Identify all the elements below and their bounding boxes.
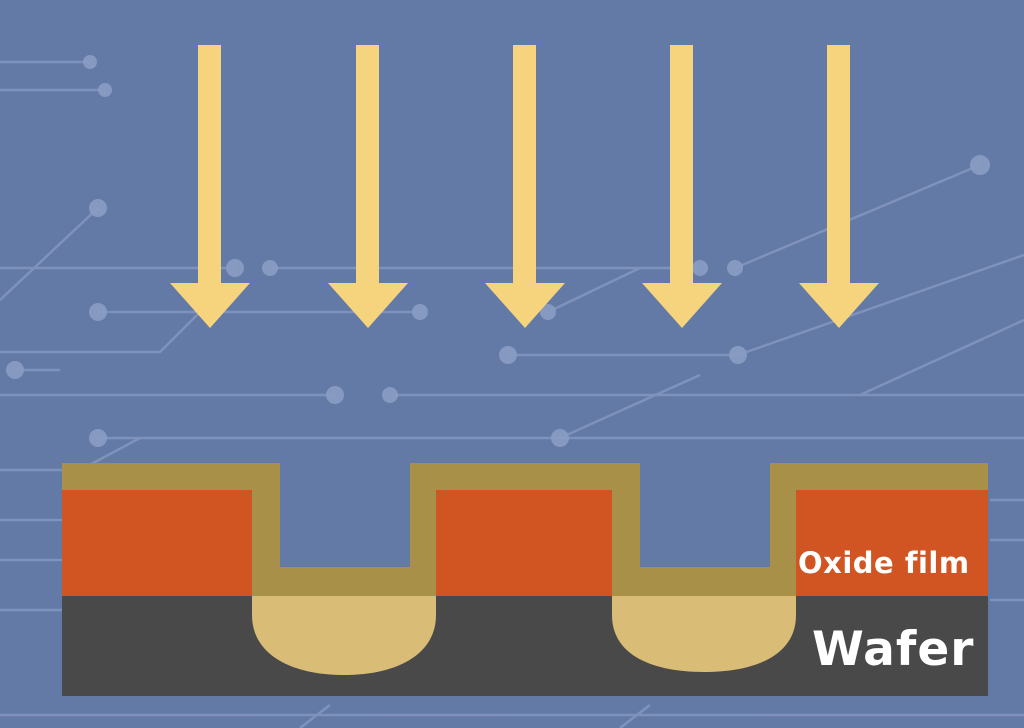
down-arrow-icon xyxy=(642,45,722,328)
circuit-nodes xyxy=(6,55,990,447)
doped-regions xyxy=(252,596,796,675)
circuit-background xyxy=(0,60,1024,728)
down-arrow-icon xyxy=(170,45,250,328)
down-arrow-icon xyxy=(485,45,565,328)
down-arrow-icon xyxy=(328,45,408,328)
down-arrow-icon xyxy=(799,45,879,328)
wafer-layer xyxy=(62,596,988,696)
oxide-film-label: Oxide film xyxy=(798,546,970,580)
ion-beam-arrows xyxy=(170,45,879,328)
wafer-label: Wafer xyxy=(812,622,975,677)
deposited-layer xyxy=(62,463,988,596)
oxide-film-layer xyxy=(62,490,988,596)
